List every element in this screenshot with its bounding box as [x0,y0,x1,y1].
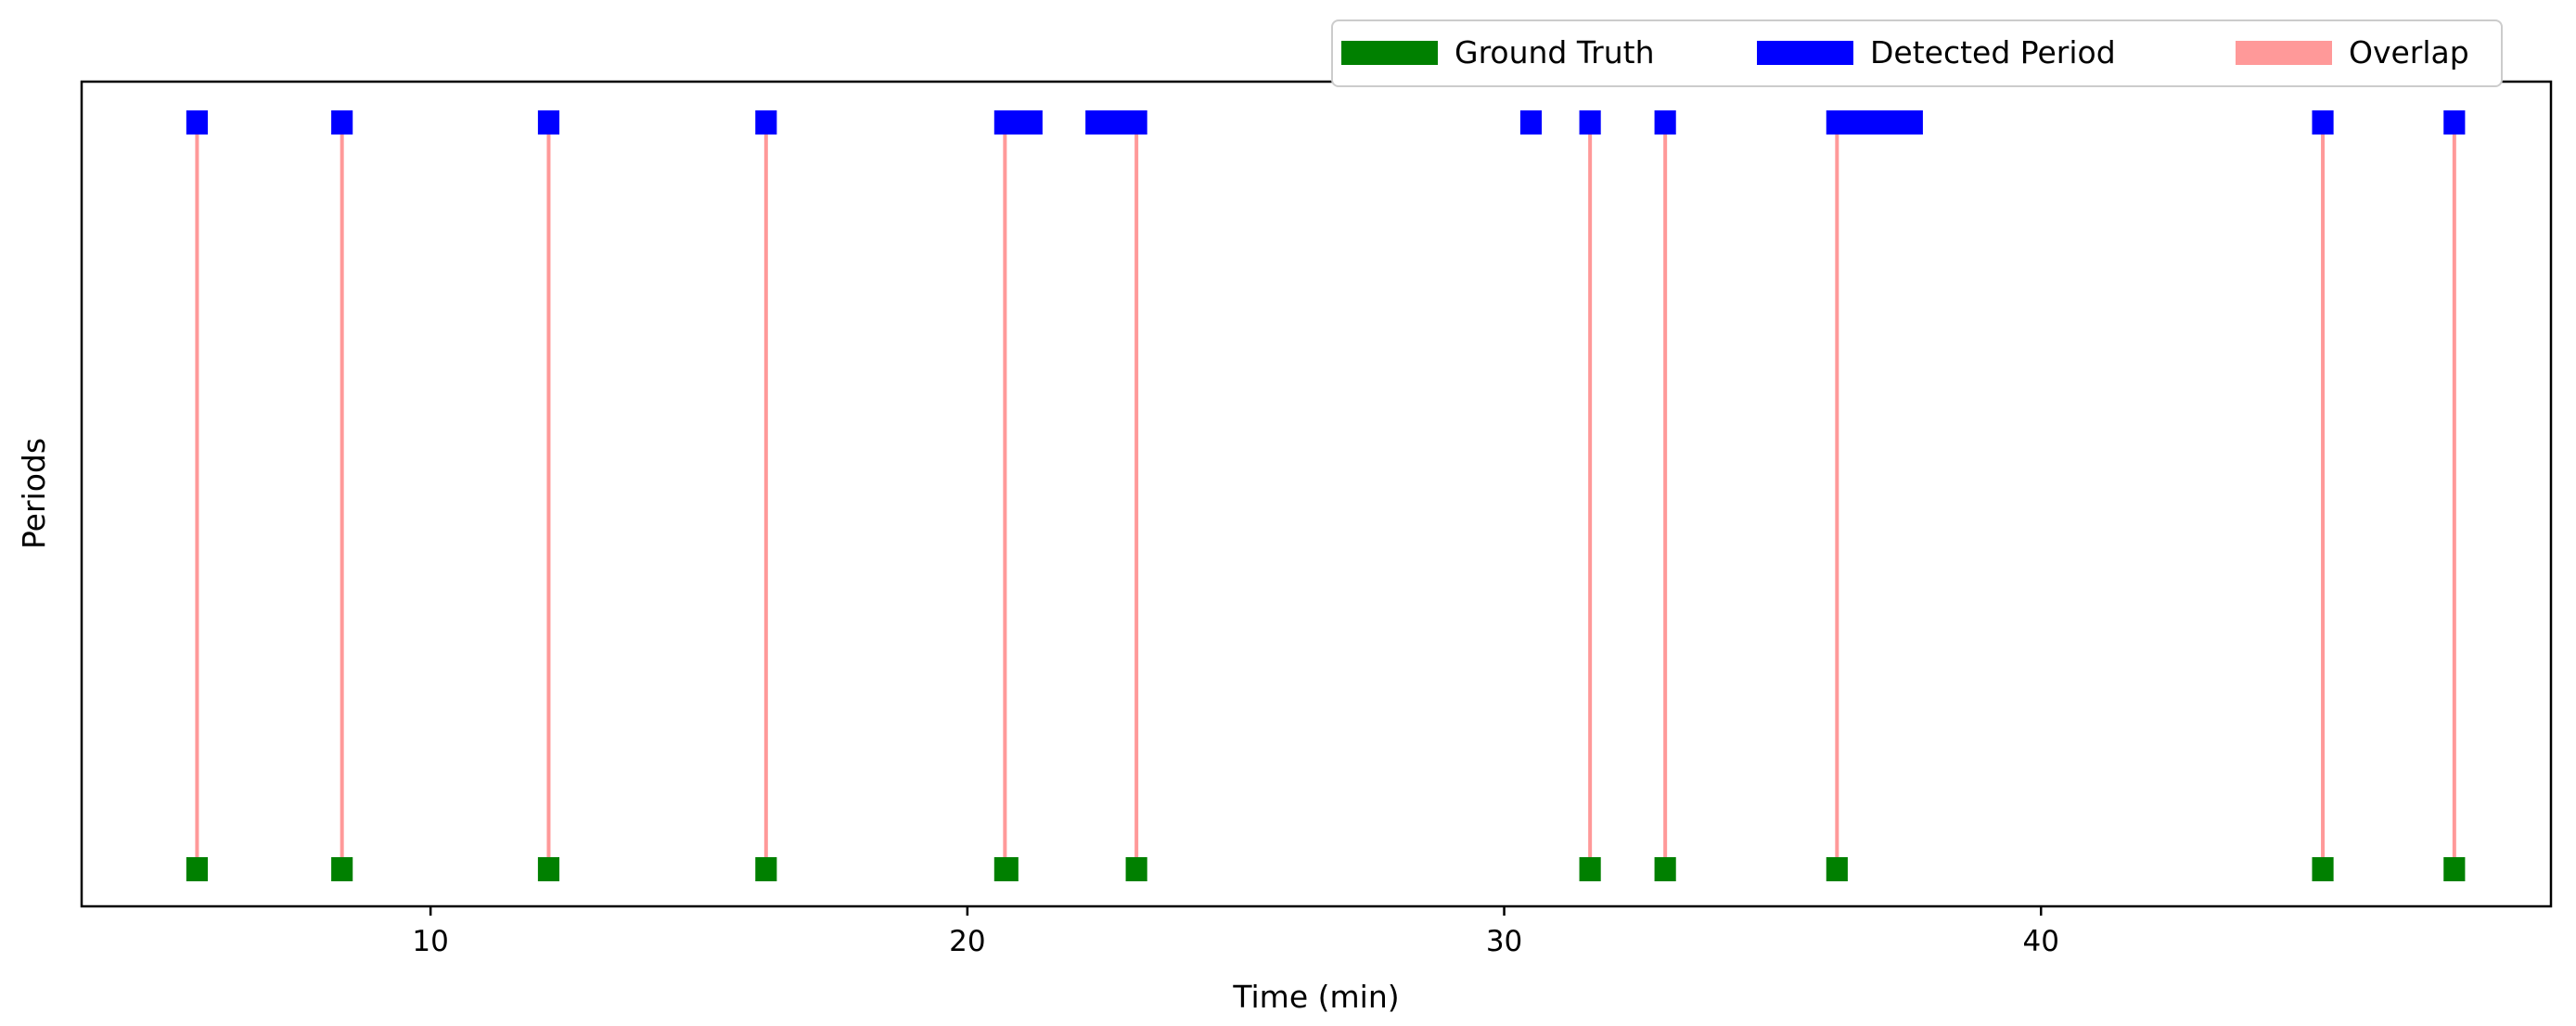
x-tick-label: 30 [1486,925,1522,958]
detected-period-bar [1085,110,1147,135]
legend-box [1331,19,2503,87]
legend-swatch-overlap [2236,41,2332,65]
detected-period-markers [186,110,2466,135]
x-tick-label: 10 [412,925,448,958]
ground-truth-period-bar [1579,857,1601,881]
x-axis-label: Time (min) [1232,979,1399,1015]
ground-truth-period-bar [993,857,1019,881]
detected-period-bar [331,110,353,135]
detected-period-bar [993,110,1043,135]
legend-label-detected-period: Detected Period [1870,34,2116,71]
detected-period-bar [537,110,560,135]
ground-truth-markers [186,857,2466,881]
ground-truth-period-bar [537,857,560,881]
legend: Ground Truth Detected Period Overlap [1331,19,2503,87]
detected-period-bar [1519,110,1543,135]
x-tick-label: 40 [2023,925,2059,958]
detected-period-bar [2312,110,2334,135]
detected-period-bar [186,110,208,135]
plot-area-frame [80,80,2553,908]
ground-truth-period-bar [331,857,353,881]
detected-period-bar [755,110,777,135]
ground-truth-period-bar [2443,857,2466,881]
detected-period-bar [1579,110,1601,135]
legend-swatch-detected-period [1757,41,1853,65]
ground-truth-period-bar [1125,857,1147,881]
detected-period-bar [2443,110,2466,135]
ground-truth-period-bar [1654,857,1676,881]
detected-period-bar [1826,110,1923,135]
legend-label-overlap: Overlap [2349,34,2469,71]
x-tick-label: 20 [949,925,985,958]
ground-truth-period-bar [755,857,777,881]
x-axis-ticks: 10 20 30 40 [412,906,2059,958]
overlap-lines [195,122,2456,869]
ground-truth-period-bar [1826,857,1848,881]
legend-label-ground-truth: Ground Truth [1455,34,1655,71]
ground-truth-period-bar [186,857,208,881]
y-axis-label: Periods [16,438,52,549]
legend-swatch-ground-truth [1341,41,1438,65]
detected-period-bar [1654,110,1676,135]
ground-truth-period-bar [2312,857,2334,881]
